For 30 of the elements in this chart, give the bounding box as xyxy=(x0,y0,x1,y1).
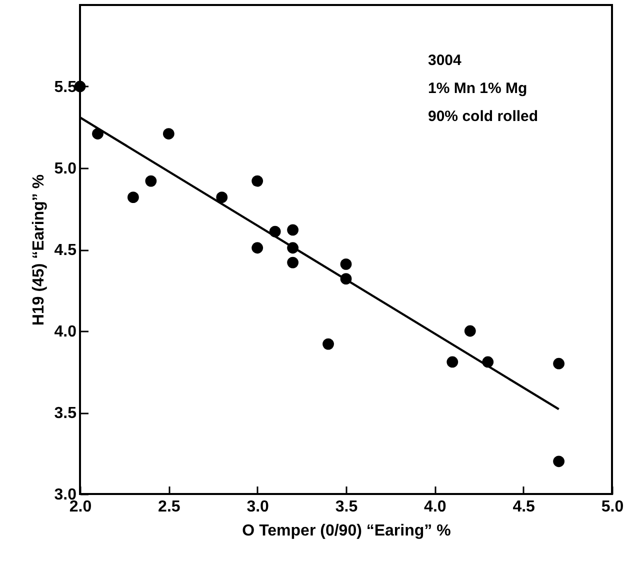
x-axis-title: O Temper (0/90) “Earing” % xyxy=(242,522,451,540)
x-tick-label: 5.0 xyxy=(601,498,624,516)
x-tick-label: 3.5 xyxy=(335,498,358,516)
y-tick-label: 3.5 xyxy=(54,405,77,422)
x-tick-label: 3.0 xyxy=(246,498,270,516)
point xyxy=(340,258,352,270)
point xyxy=(553,456,564,468)
annotation: 90% cold rolled xyxy=(428,108,538,125)
x-tick-label: 4.0 xyxy=(424,498,446,516)
point xyxy=(322,338,334,350)
point xyxy=(464,325,476,337)
point xyxy=(162,128,174,140)
annotation: 1% Mn 1% Mg xyxy=(428,80,528,97)
point xyxy=(128,192,139,204)
y-tick-label: 5.0 xyxy=(54,160,77,178)
point xyxy=(287,224,298,236)
x-tick-label: 2.5 xyxy=(158,498,180,516)
x-tick-label: 4.5 xyxy=(512,498,536,516)
point xyxy=(287,256,298,268)
point xyxy=(252,175,264,187)
y-axis-title: H19 (45) “Earing” % xyxy=(30,174,48,326)
y-tick-label: 4.0 xyxy=(54,324,77,340)
annotation: 3004 xyxy=(428,52,462,69)
point xyxy=(252,242,264,254)
point xyxy=(553,358,564,370)
point xyxy=(145,175,157,187)
point xyxy=(446,356,458,368)
y-tick-label: 5.5 xyxy=(54,79,77,96)
y-tick-label: 4.5 xyxy=(54,242,77,259)
point xyxy=(216,192,228,204)
